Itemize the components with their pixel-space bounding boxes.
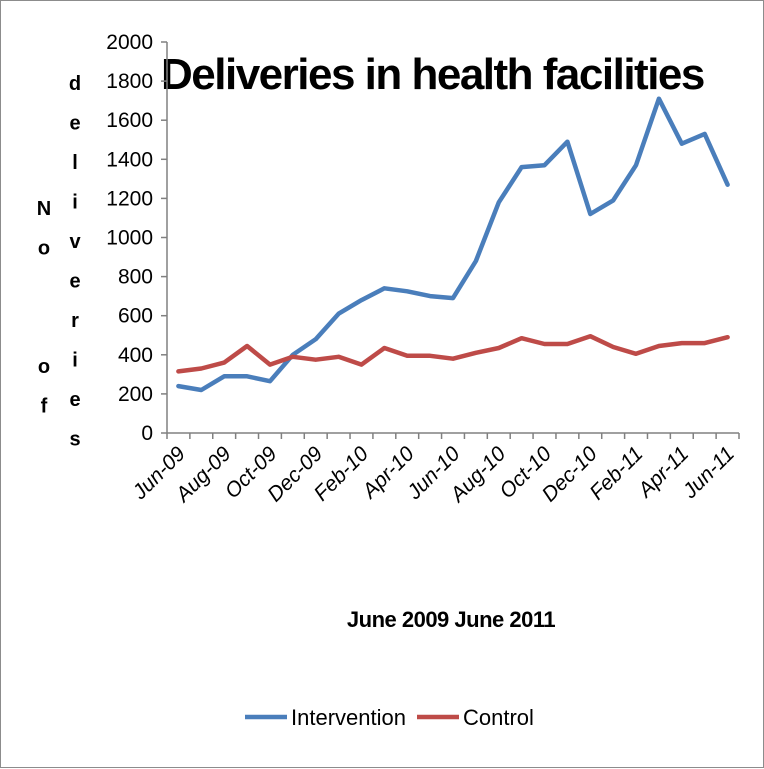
y-tick-label: 200 (118, 383, 153, 406)
y-tick-label: 0 (141, 422, 153, 445)
y-axis-label-letter: s (69, 429, 80, 451)
y-tick-label: 1600 (106, 109, 153, 132)
y-axis-label-letter: i (72, 350, 78, 372)
y-axis-label-letter: e (69, 113, 80, 135)
y-tick-label: 600 (118, 305, 153, 328)
y-axis-label-letter: v (69, 231, 81, 253)
legend: Intervention Control (245, 705, 534, 730)
y-tick-label: 1000 (106, 227, 153, 250)
legend-label: Control (463, 705, 534, 730)
y-tick-label: 1800 (106, 70, 153, 93)
x-tick-label: Apr-11 (632, 442, 693, 503)
y-axis-label-letter: i (72, 192, 78, 214)
y-axis-ticks: 0 200 400 600 800 1000 1200 1400 1600 1800 2000 (106, 31, 167, 445)
y-axis-label-letter: o (38, 238, 50, 260)
y-tick-label: 2000 (106, 31, 153, 54)
y-axis-label-letter: d (69, 73, 81, 95)
legend-item-intervention: Intervention (245, 705, 406, 730)
y-axis-label-letter: e (69, 389, 80, 411)
series-line-control (176, 333, 730, 374)
y-axis-label-letter: f (41, 396, 48, 418)
y-axis-label-letter: o (38, 356, 50, 378)
y-tick-label: 800 (118, 266, 153, 289)
x-axis-ticks: Jun-09Aug-09Oct-09Dec-09Feb-10Apr-10Jun-… (128, 433, 740, 508)
y-tick-label: 1200 (106, 187, 153, 210)
series-line-intervention (176, 96, 730, 393)
legend-item-control: Control (417, 705, 534, 730)
chart-title: Deliveries in health facilities (161, 50, 704, 99)
y-tick-label: 1400 (106, 148, 153, 171)
y-axis-label-letter: N (37, 198, 51, 220)
y-axis-label-letter: e (69, 271, 80, 293)
y-axis-label-word: No (37, 198, 51, 260)
x-axis-label: June 2009 June 2011 (347, 607, 555, 632)
legend-label: Intervention (291, 705, 406, 730)
x-tick-label: Jun-11 (678, 442, 739, 503)
y-axis-label-letter: l (72, 152, 78, 174)
y-axis-label-word: of (38, 356, 50, 418)
y-tick-label: 400 (118, 344, 153, 367)
series-lines (176, 96, 730, 393)
y-axis-label-letter: r (71, 310, 79, 332)
